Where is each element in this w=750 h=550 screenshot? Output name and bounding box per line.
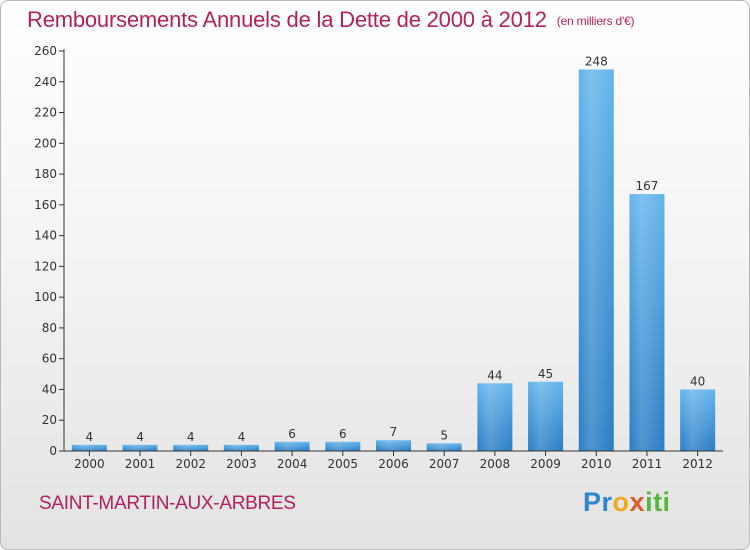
commune-name: SAINT-MARTIN-AUX-ARBRES: [39, 493, 296, 514]
y-tick-label: 100: [34, 290, 57, 304]
bar-value-label: 4: [136, 430, 144, 444]
bar-shine-2012: [680, 389, 716, 451]
y-tick-label: 40: [42, 382, 57, 396]
bar-shine-2002: [173, 444, 209, 451]
x-tick-label: 2000: [74, 457, 105, 471]
bar-shine-2011: [629, 194, 665, 452]
x-tick-label: 2011: [632, 457, 663, 471]
bar-value-label: 4: [187, 430, 195, 444]
bar-shine-2010: [578, 69, 614, 451]
y-tick-label: 60: [42, 352, 57, 366]
bar-shine-2008: [477, 383, 513, 451]
bar-shine-2006: [376, 440, 411, 451]
bar-value-label: 45: [538, 367, 553, 381]
logo-part-1: Pr: [583, 487, 613, 517]
x-axis: 2000 2001 2002 2003 2004 2005 2006 2007 2008 2009…: [64, 450, 723, 471]
y-tick-label: 120: [34, 259, 57, 273]
x-tick-label: 2008: [480, 457, 511, 471]
bar-value-label: 6: [339, 427, 347, 441]
logo-part-2: o: [612, 487, 630, 517]
y-tick-label: 140: [34, 229, 57, 243]
bar-shine-2004: [274, 441, 310, 451]
chart-title: Remboursements Annuels de la Dette de 20…: [27, 7, 635, 33]
x-tick-label: 2003: [226, 457, 257, 471]
bar-shine-2003: [223, 444, 259, 451]
x-tick-label: 2006: [378, 457, 409, 471]
chart-title-text: Remboursements Annuels de la Dette de 20…: [27, 7, 547, 32]
bar-value-label: 4: [238, 430, 246, 444]
logo-part-4: iti: [645, 487, 671, 517]
x-tick-label: 2004: [277, 457, 308, 471]
y-tick-label: 260: [34, 44, 57, 58]
bar-shine-2000: [71, 444, 107, 451]
x-tick-label: 2001: [125, 457, 156, 471]
x-tick-label: 2002: [175, 457, 206, 471]
bar-value-label: 248: [585, 54, 608, 68]
bar-value-label: 44: [487, 368, 502, 382]
x-tick-label: 2010: [581, 457, 612, 471]
y-tick-label: 80: [42, 321, 57, 335]
y-tick-label: 180: [34, 167, 57, 181]
bar-shine-2007: [426, 443, 462, 451]
x-tick-label: 2005: [328, 457, 359, 471]
y-tick-label: 20: [42, 413, 57, 427]
y-tick-label: 220: [34, 106, 57, 120]
x-tick-label: 2012: [682, 457, 713, 471]
x-tick-label: 2007: [429, 457, 460, 471]
proxiti-logo: Proxiti: [583, 487, 671, 518]
bar-value-label: 40: [690, 374, 705, 388]
bar-value-label: 4: [86, 430, 94, 444]
bar-shine-2009: [528, 381, 564, 451]
y-tick-label: 0: [49, 444, 57, 458]
bar-value-label: 7: [390, 425, 398, 439]
bar-value-label: 6: [288, 427, 296, 441]
y-tick-label: 160: [34, 198, 57, 212]
y-tick-label: 200: [34, 136, 57, 150]
x-tick-label: 2009: [530, 457, 561, 471]
logo-part-3: x: [629, 487, 646, 517]
bar-value-label: 167: [636, 179, 659, 193]
bar-shine-2001: [122, 444, 158, 451]
bar-value-label: 5: [440, 428, 448, 442]
y-axis: 0 20 40 60 80 100 120 140 160 180 200 220 240 260: [34, 44, 65, 458]
chart-subtitle: (en milliers d'€): [556, 14, 635, 28]
bar-shine-2005: [325, 441, 361, 451]
y-tick-label: 240: [34, 75, 57, 89]
